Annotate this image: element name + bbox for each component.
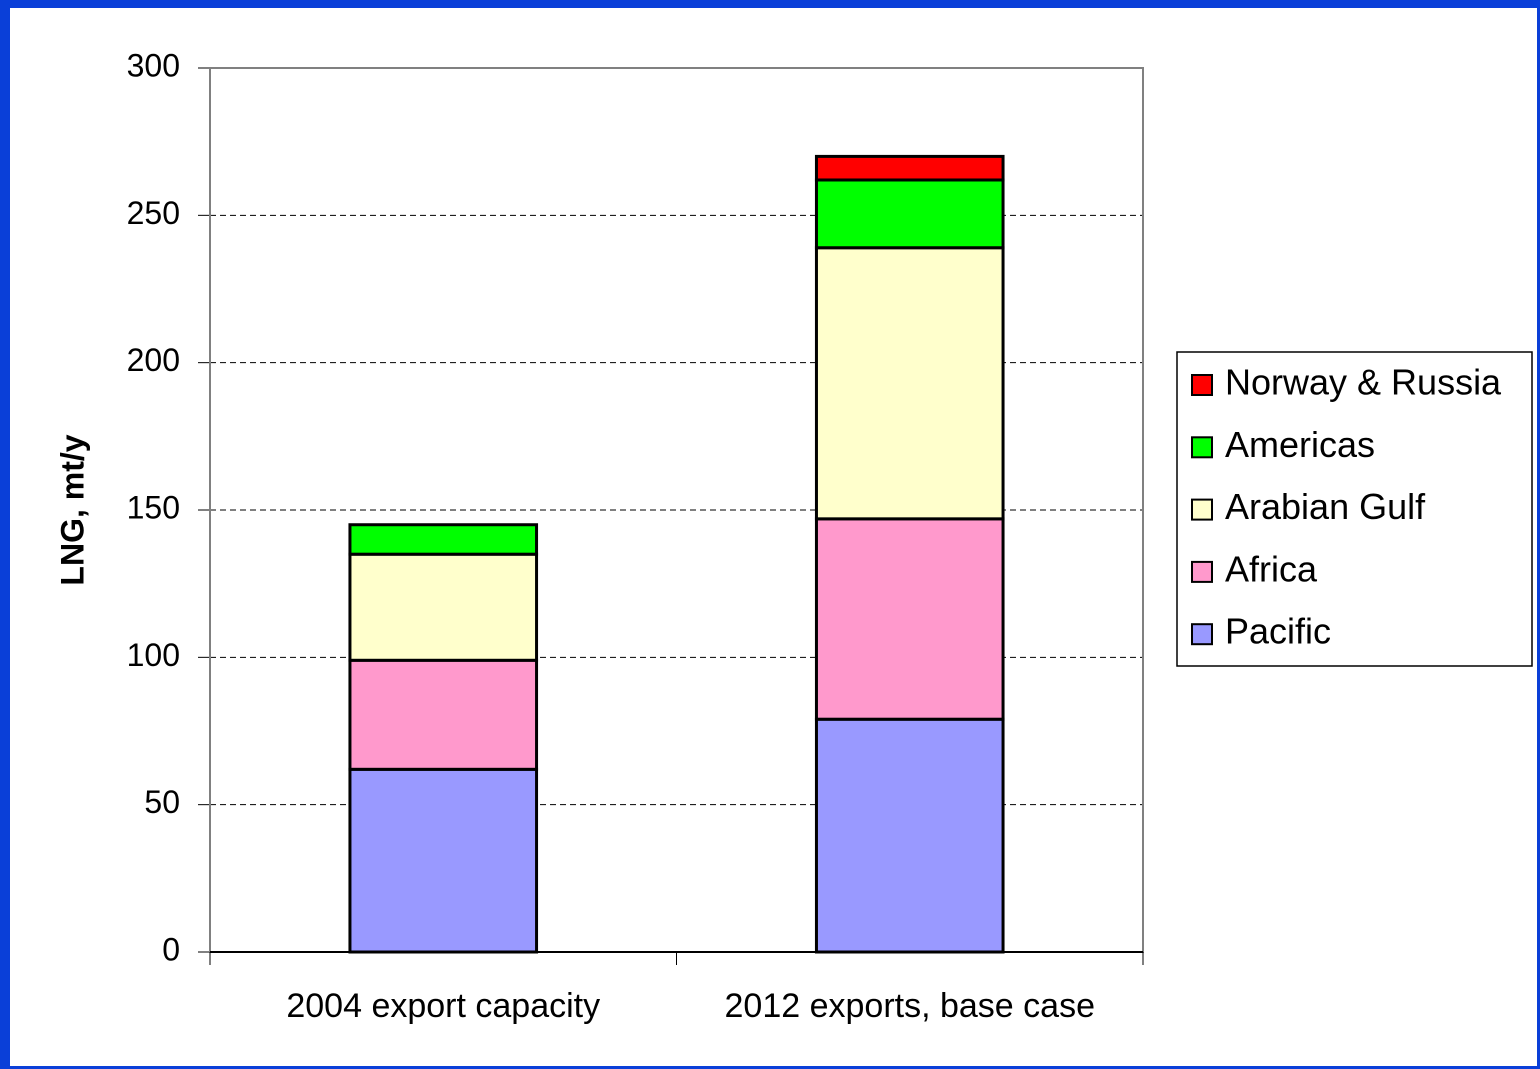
bar-segment bbox=[814, 246, 1005, 521]
x-tick-label: 2012 exports, base case bbox=[725, 987, 1095, 1025]
legend-label: Pacific bbox=[1225, 611, 1331, 652]
legend-swatch bbox=[1191, 374, 1213, 396]
y-tick-label: 250 bbox=[127, 195, 180, 231]
bar-segment bbox=[814, 517, 1005, 721]
legend-swatch bbox=[1191, 623, 1213, 646]
bar-segment bbox=[348, 767, 539, 954]
y-tick-label: 0 bbox=[162, 931, 180, 967]
y-tick-label: 50 bbox=[144, 784, 180, 820]
legend-label: Arabian Gulf bbox=[1225, 486, 1426, 527]
x-tick-label: 2004 export capacity bbox=[286, 987, 600, 1025]
legend-box bbox=[1176, 351, 1533, 667]
y-tick-label: 100 bbox=[127, 637, 180, 673]
bar-segment bbox=[814, 717, 1005, 954]
bar-segment bbox=[348, 523, 539, 556]
y-tick-label: 150 bbox=[127, 489, 180, 525]
legend-label: Africa bbox=[1225, 548, 1318, 589]
legend-label: Norway & Russia bbox=[1225, 362, 1502, 403]
bar-segment bbox=[814, 178, 1005, 250]
y-tick-label: 200 bbox=[127, 342, 180, 378]
legend-swatch bbox=[1191, 436, 1213, 459]
y-tick-label: 300 bbox=[127, 47, 180, 83]
legend-swatch bbox=[1191, 498, 1213, 521]
bar-segment bbox=[348, 658, 539, 771]
bar-segment bbox=[348, 552, 539, 662]
legend-swatch bbox=[1191, 560, 1213, 583]
legend-label: Americas bbox=[1225, 424, 1375, 465]
y-axis-label: LNG, mt/y bbox=[54, 434, 90, 585]
bar-segment bbox=[814, 154, 1005, 182]
